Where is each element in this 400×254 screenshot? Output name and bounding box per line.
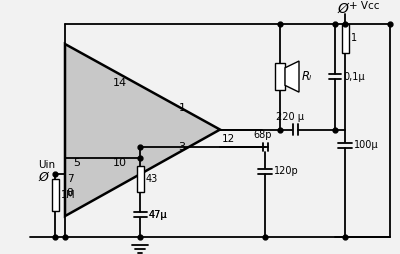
Text: 10: 10 [113,158,127,168]
Text: 68p: 68p [254,130,272,140]
Text: 47μ: 47μ [149,210,168,220]
Text: 100μ: 100μ [354,140,379,150]
Text: 1: 1 [178,103,186,113]
Text: 1M: 1M [60,190,75,200]
Text: 5: 5 [74,158,80,168]
Text: 120p: 120p [274,166,299,176]
Polygon shape [65,44,220,216]
Text: 0,1μ: 0,1μ [343,72,365,82]
Text: 47μ: 47μ [148,210,167,220]
Text: 7: 7 [67,174,73,184]
Text: Ø: Ø [338,2,348,16]
Text: 12: 12 [222,134,235,144]
Bar [342,24,348,53]
Text: 220 μ: 220 μ [276,112,304,122]
Text: 43: 43 [146,174,158,184]
Text: + Vcc: + Vcc [349,1,380,11]
Text: 1: 1 [350,33,357,43]
Polygon shape [285,61,299,92]
Bar [275,63,285,90]
Text: Ø: Ø [38,171,48,184]
Text: Rₗ: Rₗ [302,70,312,83]
Text: 3: 3 [178,142,186,152]
Bar [136,166,144,192]
Text: Uin: Uin [38,160,55,170]
Text: 8: 8 [67,188,73,198]
Bar [52,179,58,211]
Text: 14: 14 [113,78,127,88]
